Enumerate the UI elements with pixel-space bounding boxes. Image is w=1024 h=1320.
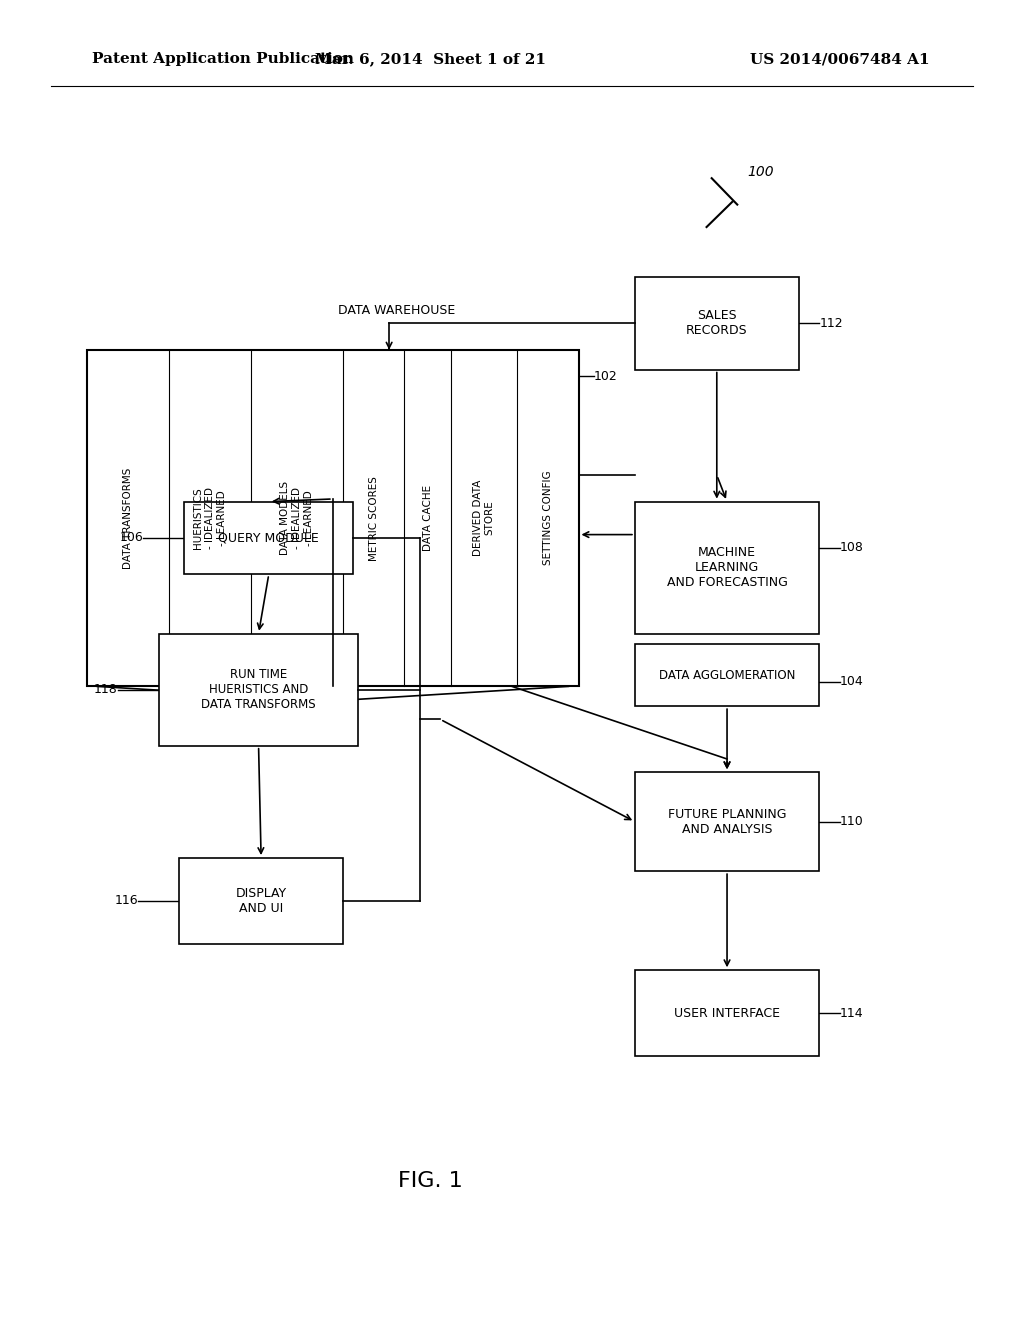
Text: HUERISTICS
- IDEALIZED
- LEARNED: HUERISTICS - IDEALIZED - LEARNED	[194, 487, 226, 549]
Text: FUTURE PLANNING
AND ANALYSIS: FUTURE PLANNING AND ANALYSIS	[668, 808, 786, 836]
Text: DATA MODELS
- IDEALIZED
- LEARNED: DATA MODELS - IDEALIZED - LEARNED	[281, 480, 313, 556]
Text: DERIVED DATA
STORE: DERIVED DATA STORE	[473, 480, 495, 556]
Text: SETTINGS CONFIG: SETTINGS CONFIG	[543, 471, 553, 565]
Bar	[159, 634, 358, 746]
Text: DATA CACHE: DATA CACHE	[423, 484, 432, 552]
Text: FIG. 1: FIG. 1	[397, 1171, 463, 1192]
Bar	[635, 644, 819, 706]
Text: 104: 104	[840, 676, 863, 688]
Text: DATA TRANSFORMS: DATA TRANSFORMS	[123, 467, 133, 569]
Text: 106: 106	[120, 532, 143, 544]
Text: Patent Application Publication: Patent Application Publication	[92, 53, 354, 66]
Text: 116: 116	[115, 895, 138, 907]
Text: SALES
RECORDS: SALES RECORDS	[686, 309, 748, 338]
Text: DATA AGGLOMERATION: DATA AGGLOMERATION	[658, 669, 796, 681]
Text: Mar. 6, 2014  Sheet 1 of 21: Mar. 6, 2014 Sheet 1 of 21	[314, 53, 546, 66]
Bar	[635, 277, 799, 370]
Text: 100: 100	[748, 165, 774, 178]
Bar	[87, 350, 579, 686]
Text: DISPLAY
AND UI: DISPLAY AND UI	[236, 887, 287, 915]
Text: METRIC SCORES: METRIC SCORES	[369, 475, 379, 561]
Bar	[635, 502, 819, 634]
Text: MACHINE
LEARNING
AND FORECASTING: MACHINE LEARNING AND FORECASTING	[667, 546, 787, 589]
Bar	[635, 970, 819, 1056]
Text: 102: 102	[594, 370, 617, 383]
Text: 110: 110	[840, 816, 863, 828]
Text: 108: 108	[840, 541, 863, 554]
Text: US 2014/0067484 A1: US 2014/0067484 A1	[750, 53, 930, 66]
Text: DATA WAREHOUSE: DATA WAREHOUSE	[338, 304, 456, 317]
Bar	[184, 502, 353, 574]
Text: 118: 118	[94, 684, 118, 696]
Text: RUN TIME
HUERISTICS AND
DATA TRANSFORMS: RUN TIME HUERISTICS AND DATA TRANSFORMS	[202, 668, 315, 711]
Text: USER INTERFACE: USER INTERFACE	[674, 1007, 780, 1019]
Text: QUERY MODULE: QUERY MODULE	[218, 532, 319, 544]
Bar	[179, 858, 343, 944]
Text: 114: 114	[840, 1007, 863, 1019]
Bar	[635, 772, 819, 871]
Text: 112: 112	[819, 317, 843, 330]
